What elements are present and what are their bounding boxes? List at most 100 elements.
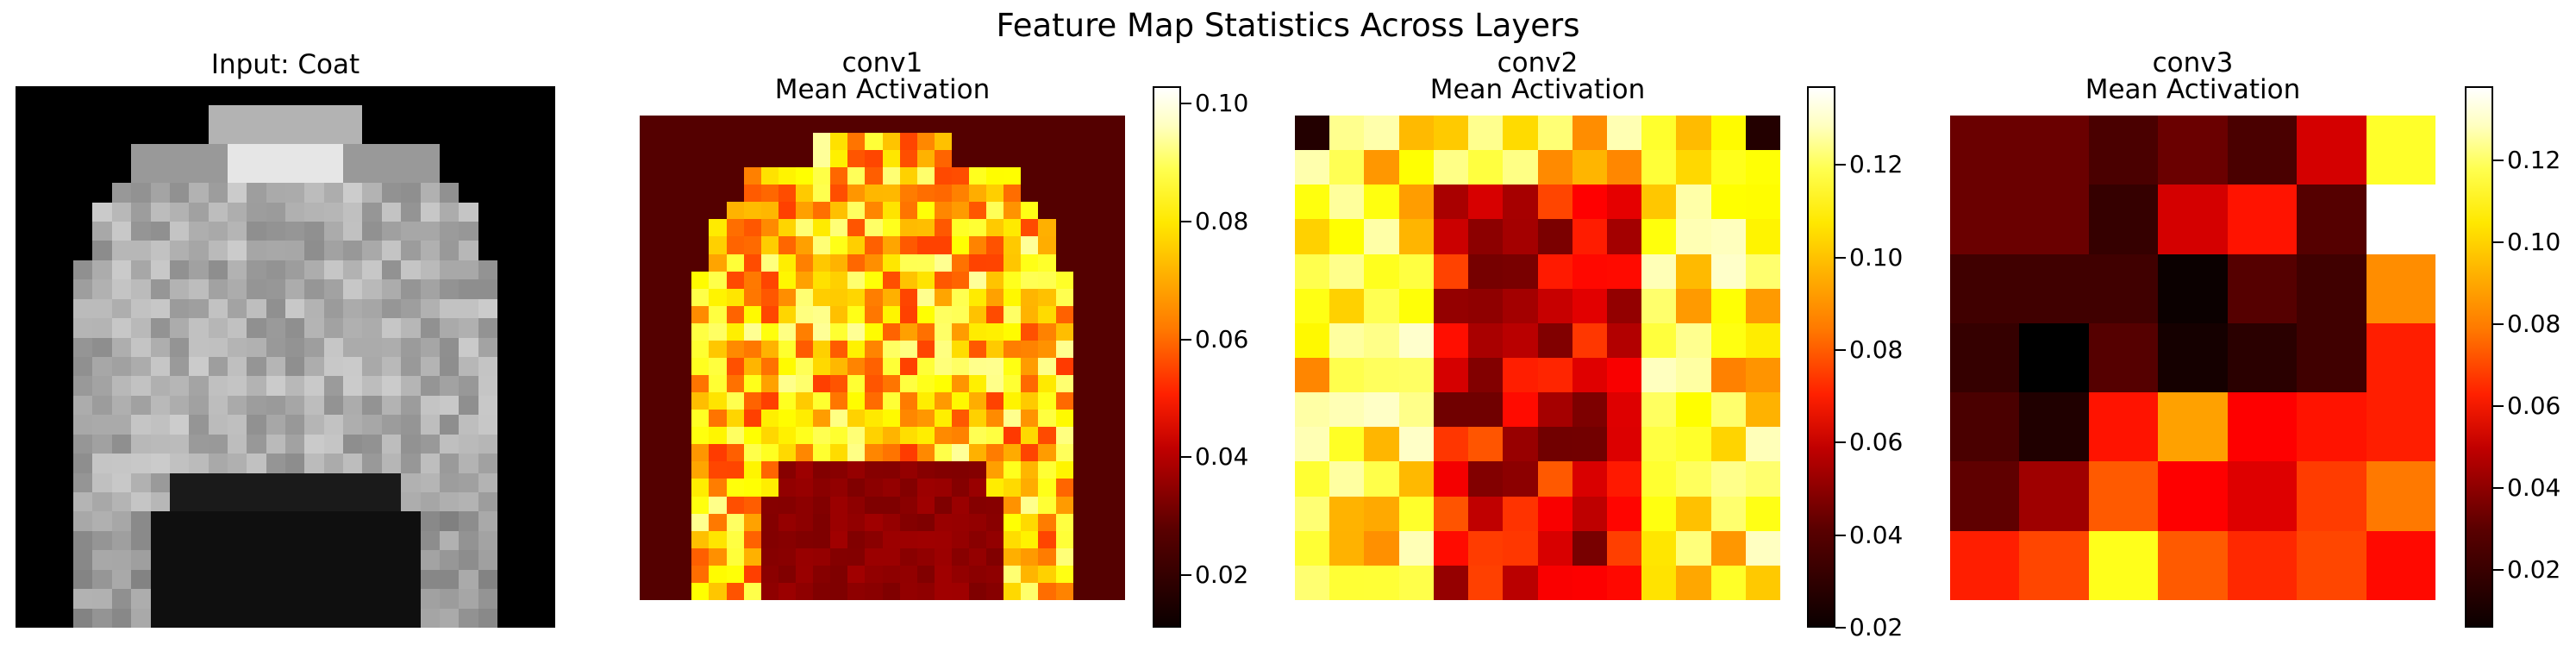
heatmap-cell (1055, 565, 1073, 583)
heatmap-cell (709, 357, 727, 376)
heatmap-cell (304, 357, 324, 377)
heatmap-cell (934, 357, 952, 376)
heatmap-cell (726, 375, 744, 393)
heatmap-cell (381, 183, 402, 203)
heatmap-cell (1055, 461, 1073, 479)
heatmap-cell (478, 357, 497, 377)
heatmap-cell (1950, 530, 2020, 600)
heatmap-cell (323, 376, 344, 396)
heatmap-cell (1055, 479, 1073, 497)
heatmap-cell (2158, 185, 2228, 254)
heatmap-cell (401, 472, 421, 492)
heatmap-cell (1329, 219, 1365, 254)
heatmap-cell (691, 271, 710, 289)
heatmap-cell (760, 565, 778, 583)
heatmap-cell (150, 105, 170, 125)
heatmap-cell (420, 395, 440, 416)
heatmap-cell (189, 260, 209, 280)
heatmap-cell (795, 392, 814, 410)
heatmap-cell (743, 150, 761, 168)
heatmap-cell (189, 202, 209, 222)
heatmap-cell (497, 589, 517, 609)
heatmap-cell (111, 454, 132, 473)
heatmap-cell (535, 183, 555, 203)
heatmap-cell (899, 427, 917, 445)
heatmap-cell (266, 144, 285, 164)
heatmap-cell (1329, 496, 1365, 531)
heatmap-cell (847, 150, 866, 168)
heatmap-cell (304, 589, 324, 609)
heatmap-cell (1295, 530, 1330, 566)
heatmap-cell (1745, 392, 1780, 428)
heatmap-cell (1745, 116, 1780, 151)
heatmap-cell (478, 395, 497, 416)
heatmap-cell (169, 415, 190, 435)
heatmap-cell (813, 253, 831, 272)
heatmap-cell (150, 550, 170, 570)
heatmap-cell (726, 496, 744, 514)
heatmap-cell (813, 167, 831, 185)
heatmap-cell (1537, 185, 1572, 220)
heatmap-cell (497, 163, 517, 184)
heatmap-cell (1021, 530, 1039, 548)
heatmap-cell (916, 116, 935, 134)
input-image (16, 86, 555, 628)
heatmap-cell (657, 305, 675, 323)
heatmap-cell (73, 144, 93, 164)
heatmap-cell (2019, 116, 2089, 185)
heatmap-cell (362, 144, 382, 164)
heatmap-cell (285, 569, 305, 590)
heatmap-cell (16, 357, 35, 377)
heatmap-cell (92, 376, 112, 396)
heatmap-cell (459, 279, 478, 299)
heatmap-cell (16, 144, 35, 164)
heatmap-cell (535, 415, 555, 435)
heatmap-cell (266, 608, 285, 628)
heatmap-cell (73, 511, 93, 531)
heatmap-cell (247, 608, 266, 628)
heatmap-cell (709, 219, 727, 237)
heatmap-cell (657, 185, 675, 203)
heatmap-cell (535, 298, 555, 319)
heatmap-cell (2019, 392, 2089, 462)
heatmap-cell (743, 133, 761, 151)
heatmap-cell (691, 496, 710, 514)
heatmap-cell (865, 444, 883, 462)
heatmap-cell (813, 530, 831, 548)
heatmap-cell (674, 185, 692, 203)
heatmap-cell (497, 144, 517, 164)
heatmap-cell (1038, 340, 1056, 358)
heatmap-cell (1004, 116, 1022, 134)
heatmap-cell (73, 260, 93, 280)
heatmap-cell (813, 392, 831, 410)
heatmap-cell (420, 589, 440, 609)
heatmap-cell (743, 167, 761, 185)
heatmap-cell (1503, 150, 1538, 185)
heatmap-cell (1537, 530, 1572, 566)
heatmap-cell (497, 279, 517, 299)
heatmap-cell (208, 222, 228, 241)
heatmap-cell (34, 376, 54, 396)
heatmap-cell (439, 86, 460, 106)
heatmap-cell (169, 222, 190, 241)
heatmap-cell (516, 298, 536, 319)
heatmap-cell (760, 167, 778, 185)
heatmap-cell (1295, 322, 1330, 358)
heatmap-cell (657, 150, 675, 168)
heatmap-cell (381, 86, 402, 106)
heatmap-cell (266, 530, 285, 551)
heatmap-cell (916, 548, 935, 566)
heatmap-cell (882, 253, 900, 272)
heatmap-cell (691, 305, 710, 323)
heatmap-cell (986, 219, 1004, 237)
heatmap-cell (899, 185, 917, 203)
heatmap-cell (1090, 548, 1108, 566)
heatmap-cell (640, 322, 658, 341)
heatmap-cell (1004, 202, 1022, 220)
heatmap-cell (1364, 357, 1399, 393)
heatmap-cell (169, 298, 190, 319)
heatmap-cell (1021, 185, 1039, 203)
heatmap-cell (778, 219, 796, 237)
heatmap-cell (865, 133, 883, 151)
heatmap-cell (208, 105, 228, 125)
